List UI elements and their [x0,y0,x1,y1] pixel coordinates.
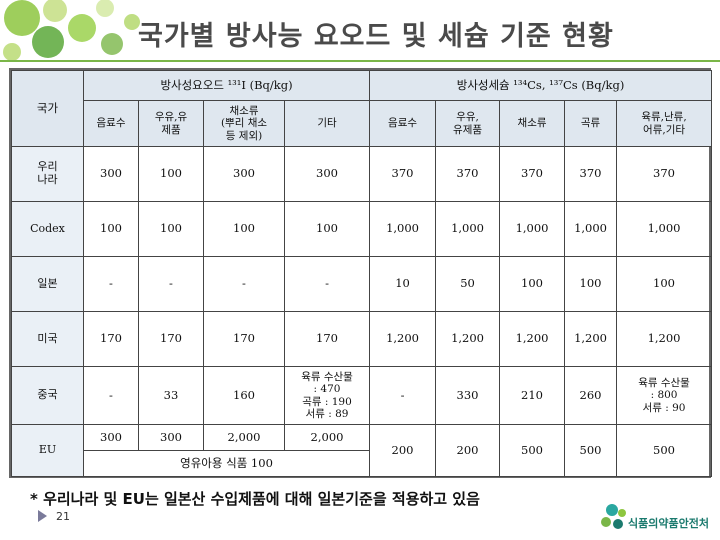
iodine-value-cell: 300 [83,146,139,202]
table-row: 영유아용 식품 100 [12,450,712,477]
cesium-value-cell: 370 [499,146,566,202]
cesium-value-cell: 100 [616,256,713,312]
cesium-value-cell: 100 [564,256,618,312]
cesium-value-cell: 1,200 [499,311,566,367]
cesium-subheader: 우유, 유제품 [435,100,501,147]
iodine-value-cell: - [83,256,139,312]
cesium-value-cell: 210 [499,366,566,425]
decorative-bubbles [3,0,140,61]
table-row: 미국 170 170 170 170 1,200 1,200 1,200 1,200 1,200 [11,311,713,367]
cesium-value-cell: 370 [369,146,437,202]
iodine-value-cell: 100 [138,201,204,257]
infant-food-cell: 영유아용 식품 100 [82,450,371,477]
cesium-value-cell: 500 [564,424,618,477]
iodine-value-cell: 300 [138,424,204,451]
cesium-value-cell: 260 [564,366,618,425]
cesium-value-cell: 1,200 [616,311,713,367]
cesium-value-cell: - [369,366,437,425]
iodine-value-cell: 100 [203,201,285,257]
iodine-subheader: 우유,유 제품 [138,100,204,147]
iodine-subheader: 음료수 [83,100,139,147]
iodine-value-cell: 2,000 [283,424,371,451]
cesium-subheader: 육류,난류, 어류,기타 [616,100,713,147]
iodine-value-cell: - [138,256,204,312]
iodine-value-cell: 100 [138,146,204,202]
cesium-value-cell: 10 [369,256,437,312]
standards-table-container: 국가 방사성요오드 ¹³¹I (Bq/kg) 방사성세슘 ¹³⁴Cs, ¹³⁷C… [9,68,713,478]
cesium-subheader: 곡류 [564,100,618,147]
cesium-subheader: 음료수 [369,100,437,147]
country-cell: 미국 [11,311,84,367]
iodine-value-cell: 2,000 [203,424,285,451]
iodine-subheader: 기타 [283,100,371,147]
iodine-subheader: 채소류 (뿌리 채소 등 제외) [203,100,285,147]
cesium-value-cell: 1,000 [435,201,501,257]
iodine-value-cell: 300 [83,424,139,451]
country-cell: EU [11,424,84,477]
iodine-value-cell: - [203,256,285,312]
table-row: 우리 나라 300 100 300 300 370 370 370 370 370 [11,146,713,202]
cesium-value-cell: 330 [435,366,501,425]
country-column-header: 국가 [11,70,84,147]
iodine-value-cell: 170 [138,311,204,367]
table-row: Codex 100 100 100 100 1,000 1,000 1,000 1,000 1,0… [11,201,713,257]
iodine-value-cell: 300 [203,146,285,202]
iodine-value-cell: 160 [203,366,285,425]
cesium-value-cell: 200 [369,424,437,477]
cesium-value-cell: 1,200 [435,311,501,367]
subheader-row: 음료수 우유,유 제품 채소류 (뿌리 채소 등 제외) 기타 음료수 우유, 유제품 채소류 곡류 육… [12,100,713,147]
cesium-value-cell: 1,000 [616,201,713,257]
iodine-group-header: 방사성요오드 ¹³¹I (Bq/kg) [82,70,371,101]
iodine-value-cell: 육류 수산물: 470 곡류 : 190 서류 : 89 [283,366,371,425]
cesium-value-cell: 100 [499,256,566,312]
cesium-value-cell: 370 [435,146,501,202]
footnote: * 우리나라 및 EU는 일본산 수입제품에 대해 일본기준을 적용하고 있음 [30,490,480,508]
cesium-value-cell: 1,000 [564,201,618,257]
iodine-value-cell: 170 [203,311,285,367]
country-cell: 중국 [11,366,84,425]
cesium-value-cell: 500 [616,424,713,477]
cesium-value-cell: 200 [435,424,501,477]
cesium-subheader: 채소류 [499,100,566,147]
standards-table: 국가 방사성요오드 ¹³¹I (Bq/kg) 방사성세슘 ¹³⁴Cs, ¹³⁷C… [11,70,713,477]
iodine-value-cell: 170 [83,311,139,367]
iodine-value-cell: 100 [83,201,139,257]
table-row: EU 300 300 2,000 2,000 200 200 500 500 500 [11,424,713,477]
table-row: 일본 - - - -10 50 100 100 100 [11,256,713,312]
cesium-value-cell: 370 [616,146,713,202]
cesium-value-cell: 1,200 [564,311,618,367]
slide-title: 국가별 방사능 요오드 및 세슘 기준 현황 [138,21,614,52]
cesium-group-header: 방사성세슘 ¹³⁴Cs, ¹³⁷Cs (Bq/kg) [369,70,713,101]
cesium-value-cell: 육류 수산물: 800 서류 : 90 [616,366,713,425]
cesium-value-cell: 1,000 [369,201,437,257]
iodine-value-cell: 33 [138,366,204,425]
ministry-logo-text: 식품의약품안전처 [628,517,709,530]
table-row: 중국 -33 160 육류 수산물: 470 곡류 : 190 서류 : 89-330 21… [11,366,713,425]
cesium-value-cell: 1,200 [369,311,437,367]
iodine-value-cell: - [83,366,139,425]
cesium-value-cell: 50 [435,256,501,312]
cesium-value-cell: 370 [564,146,618,202]
page-number: 21 [56,510,70,523]
iodine-value-cell: 170 [283,311,371,367]
ministry-logo-icon [601,504,626,529]
country-cell: 일본 [11,256,84,312]
iodine-value-cell: 100 [283,201,371,257]
title-divider [0,60,720,62]
country-cell: 우리 나라 [11,146,84,202]
play-icon [38,510,47,522]
cesium-value-cell: 1,000 [499,201,566,257]
iodine-value-cell: - [283,256,371,312]
iodine-value-cell: 300 [283,146,371,202]
country-cell: Codex [11,201,84,257]
cesium-value-cell: 500 [499,424,566,477]
